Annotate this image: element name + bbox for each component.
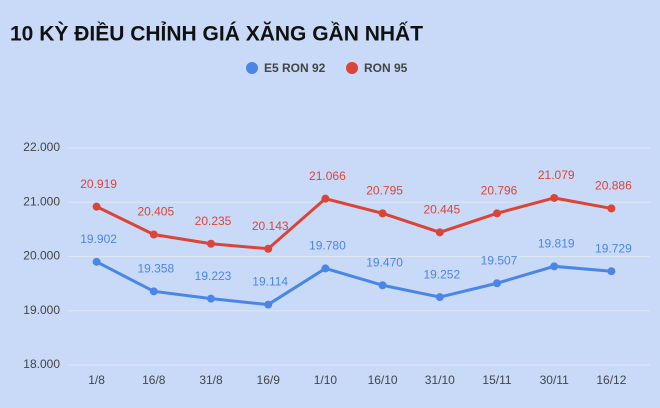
value-label: 20.886 [595,179,632,193]
value-label: 19.470 [366,255,403,269]
value-label: 21.079 [538,168,575,182]
x-tick-label: 1/8 [88,373,105,387]
value-label: 19.114 [252,275,288,289]
x-tick-label: 31/10 [425,373,455,387]
point [321,264,330,273]
x-tick-label: 16/8 [142,373,166,387]
value-label: 19.729 [595,241,632,255]
x-tick-label: 16/9 [257,373,281,387]
point [207,239,215,248]
point [607,267,616,276]
point [264,300,273,309]
point [321,194,330,203]
value-label: 19.902 [80,232,117,246]
x-tick-label: 15/11 [482,373,511,387]
value-label: 21.066 [309,169,346,183]
y-tick-label: 22.000 [23,140,60,154]
point [207,294,215,303]
point [92,202,101,211]
value-label: 20.919 [80,177,117,191]
value-label: 19.780 [309,239,346,253]
point [378,209,387,218]
value-label: 20.795 [366,184,403,198]
legend-marker [246,62,258,74]
x-tick-label: 1/10 [314,373,338,387]
point [435,228,444,237]
point [92,257,101,266]
series-line [95,196,612,251]
x-tick-label: 16/12 [596,373,626,387]
x-tick-label: 31/8 [199,373,223,387]
series-line [95,260,612,307]
point [493,209,501,218]
x-tick-label: 16/10 [368,373,398,387]
value-label: 19.358 [137,262,174,276]
y-tick-label: 21.000 [23,194,60,208]
value-label: 19.223 [195,269,232,283]
value-label: 20.796 [481,183,518,197]
value-label: 20.405 [137,205,174,219]
legend-marker [346,62,358,74]
y-tick-label: 20.000 [23,249,60,263]
y-tick-label: 18.000 [23,357,60,371]
value-label: 20.235 [195,214,232,228]
y-tick-label: 19.000 [23,303,60,317]
legend-label: E5 RON 92 [264,61,326,75]
point [550,193,559,202]
point [264,244,273,253]
value-label: 19.819 [538,236,575,250]
point [378,281,387,290]
value-label: 19.252 [423,267,460,281]
point [149,230,158,239]
value-label: 20.445 [423,203,460,217]
point [493,279,501,288]
point [607,204,616,213]
value-label: 20.143 [252,219,289,233]
x-tick-label: 30/11 [540,373,569,387]
value-label: 19.507 [481,253,518,267]
point [435,293,444,302]
point [550,262,559,271]
legend-label: RON 95 [364,61,408,75]
point [149,287,158,296]
chart-title: 10 KỲ ĐIỀU CHỈNH GIÁ XĂNG GẦN NHẤT [10,22,423,46]
